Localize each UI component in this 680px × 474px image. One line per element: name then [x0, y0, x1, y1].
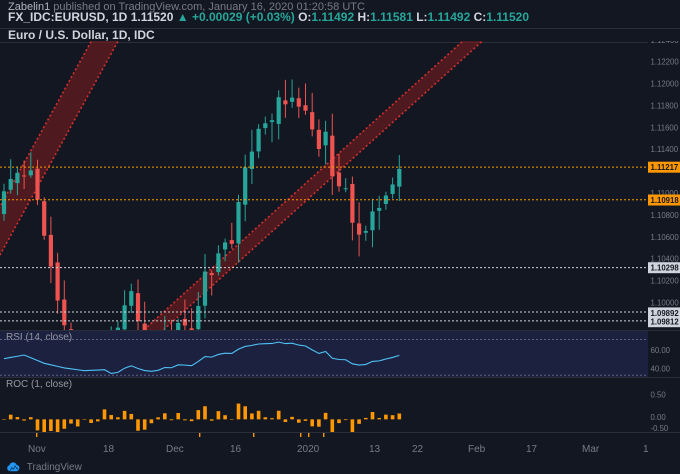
svg-text:1.11800: 1.11800 [651, 102, 679, 111]
svg-text:1.10000: 1.10000 [651, 298, 680, 307]
svg-text:1.09892: 1.09892 [651, 309, 680, 318]
svg-text:1.11400: 1.11400 [651, 145, 679, 154]
svg-text:1.12400: 1.12400 [651, 41, 680, 45]
svg-text:1.10918: 1.10918 [651, 196, 680, 205]
svg-text:1.12000: 1.12000 [651, 80, 680, 89]
svg-text:1.09812: 1.09812 [651, 318, 680, 327]
svg-text:1.10200: 1.10200 [651, 277, 680, 286]
svg-text:0.00: 0.00 [651, 413, 667, 422]
svg-text:40.00: 40.00 [651, 364, 671, 373]
svg-text:1.11600: 1.11600 [651, 123, 679, 132]
svg-text:1.11217: 1.11217 [651, 163, 679, 172]
svg-text:1.10298: 1.10298 [651, 264, 680, 273]
svg-text:1.12200: 1.12200 [651, 58, 680, 67]
svg-text:1.10800: 1.10800 [651, 211, 680, 220]
svg-text:1.10600: 1.10600 [651, 233, 680, 242]
svg-text:0.50: 0.50 [651, 390, 667, 399]
svg-text:60.00: 60.00 [651, 346, 671, 355]
